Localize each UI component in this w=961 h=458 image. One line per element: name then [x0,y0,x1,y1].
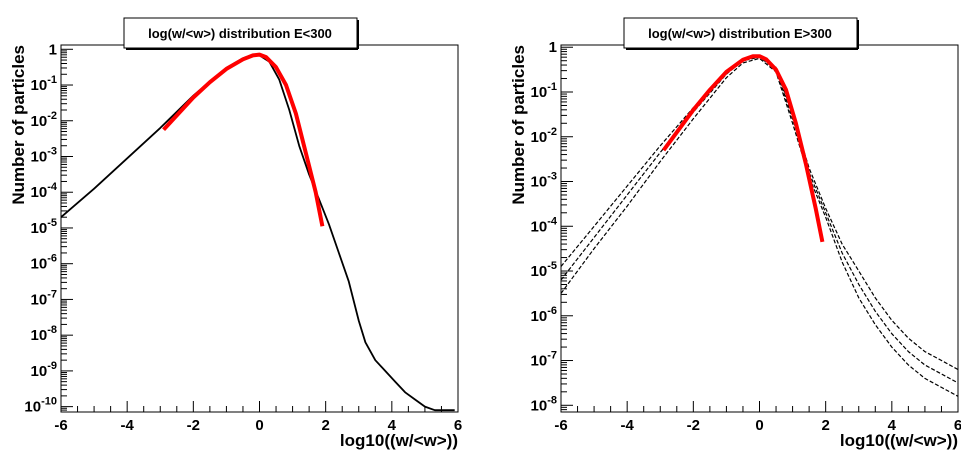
fit-curve [162,52,325,227]
y-tick-label: 10-3 [531,171,557,191]
y-tick-label: 10-7 [31,288,57,308]
x-tick-label: -6 [54,417,67,434]
y-tick-label: 10-1 [31,74,57,94]
y-tick-label: 10-9 [31,360,57,380]
x-tick-label: 0 [755,417,763,434]
y-tick-label: 10-5 [531,260,557,280]
y-tick-label: 10-5 [31,217,57,237]
y-tick-label: 10-6 [31,253,57,273]
y-tick-label: 10-6 [531,305,557,325]
chart-panel-left: -6 -4 -2 0 2 4 6 10-10 10-9 10-8 10-7 10-6 10-5 10-4 1… [9,17,462,450]
x-tick-label: -6 [554,417,567,434]
distribution-series-0 [60,53,455,412]
x-tick-label: -4 [620,417,634,434]
x-tick-label: 0 [255,417,263,434]
x-tick-label: 4 [888,417,897,434]
x-tick-label: -2 [687,417,700,434]
y-axis-title: Number of particles [509,45,528,205]
x-tick-label: 4 [388,417,397,434]
x-axis-title: log10((w/<w>)) [840,431,958,450]
y-tick-label: 10-8 [31,324,57,344]
x-tick-label: -2 [187,417,200,434]
x-tick-label: 6 [954,417,961,434]
x-axis-title: log10((w/<w>)) [340,431,458,450]
y-tick-label: 1 [549,39,557,56]
y-tick-label: 10-1 [531,81,557,101]
y-tick-label: 10-2 [531,126,557,146]
plot-title: log(w/<w>) distribution E<300 [148,26,332,41]
title-box [623,17,858,49]
title-box [123,17,358,49]
distribution-series-0 [560,55,959,371]
distribution-series-1 [560,56,959,384]
y-tick-label: 10-4 [531,215,558,235]
x-tick-label: 6 [454,417,462,434]
y-tick-label: 1 [49,41,57,58]
fit-curve [661,54,825,243]
plot-frame [560,44,959,413]
y-tick-label: 10-10 [24,396,57,416]
x-tick-label: -4 [120,417,134,434]
distribution-series-2 [560,57,959,397]
x-tick-label: 2 [821,417,829,434]
y-tick-label: 10-4 [31,181,58,201]
y-axis-title: Number of particles [9,45,28,205]
y-tick-label: 10-3 [31,145,57,165]
y-tick-label: 10-7 [531,350,557,370]
plot-frame [60,44,459,413]
y-tick-label: 10-8 [531,394,557,414]
plot-title: log(w/<w>) distribution E>300 [648,26,832,41]
x-tick-label: 2 [321,417,329,434]
chart-panel-right: -6 -4 -2 0 2 4 6 10-8 10-7 10-6 10-5 10-4 10-3 10-2 10… [509,17,961,450]
y-tick-label: 10-2 [31,110,57,130]
